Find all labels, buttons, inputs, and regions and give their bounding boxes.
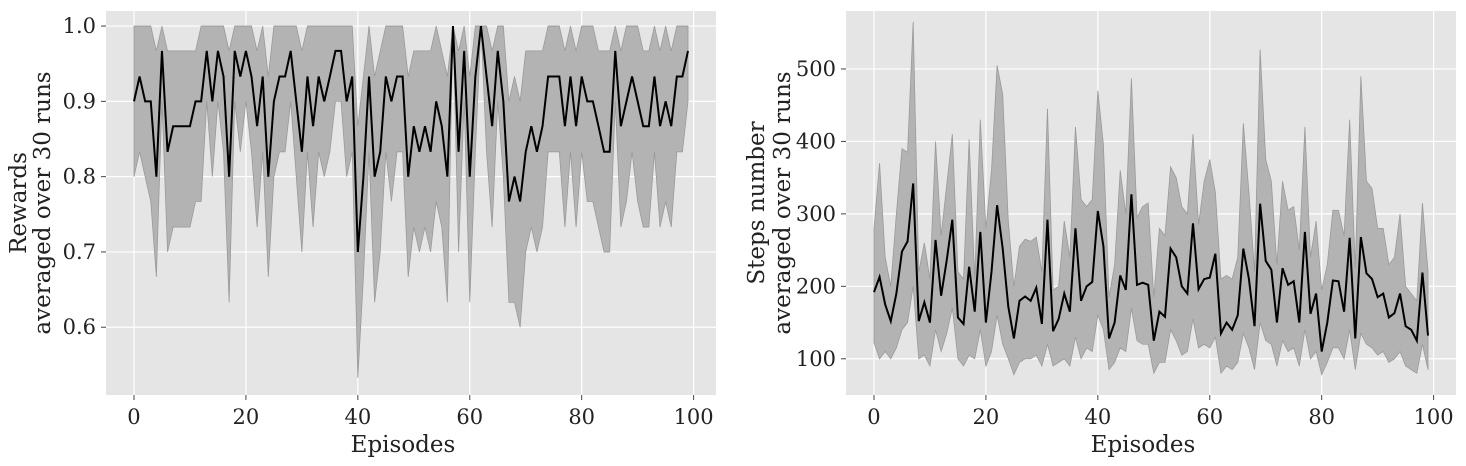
rewards-x-axis-label: Episodes — [351, 432, 456, 458]
steps-xtick-label: 80 — [1308, 405, 1335, 429]
steps-x-axis-label: Episodes — [1091, 432, 1196, 458]
steps-xtick-label: 0 — [867, 405, 880, 429]
rewards-xtick-label: 20 — [233, 405, 260, 429]
steps-confidence-band — [873, 21, 1429, 376]
steps-y-axis-label-line: averaged over 30 runs — [770, 71, 796, 334]
rewards-mean-line — [133, 25, 689, 253]
rewards-xtick-label: 40 — [344, 405, 371, 429]
rewards-xtick-label: 100 — [674, 405, 714, 429]
steps-xtick-label: 40 — [1084, 405, 1111, 429]
steps-ytick-label: 200 — [796, 274, 836, 298]
rewards-ytick-label: 1.0 — [63, 14, 96, 38]
steps-y-axis-label-line: Steps number — [744, 121, 770, 284]
steps-mean-line — [873, 183, 1430, 352]
steps-ytick-label: 400 — [796, 129, 836, 153]
rewards-y-axis-label-line: averaged over 30 runs — [30, 71, 56, 334]
rewards-y-axis-label-line: Rewards — [6, 152, 32, 254]
steps-xtick-label: 60 — [1196, 405, 1223, 429]
steps-ytick-label: 500 — [796, 57, 836, 81]
rewards-ytick-label: 0.7 — [63, 240, 96, 264]
rewards-xtick-label: 60 — [456, 405, 483, 429]
steps-ytick-label: 100 — [796, 347, 836, 371]
steps-xtick-label: 100 — [1414, 405, 1454, 429]
rewards-ytick-label: 0.9 — [63, 89, 96, 113]
steps-xtick-label: 20 — [973, 405, 1000, 429]
steps-ytick-label: 300 — [796, 202, 836, 226]
rewards-ytick-label: 0.8 — [63, 165, 96, 189]
rewards-xtick-label: 80 — [568, 405, 595, 429]
rewards-xtick-label: 0 — [127, 405, 140, 429]
rewards-ytick-label: 0.6 — [63, 315, 96, 339]
steps-chart: 0 20 40 60 80 100 100 200 300 400 500 Episodes Steps… — [744, 11, 1456, 458]
rewards-chart: 0 20 40 60 80 100 0.6 0.7 0.8 0.9 1.0 Episodes Rewar… — [6, 11, 716, 458]
